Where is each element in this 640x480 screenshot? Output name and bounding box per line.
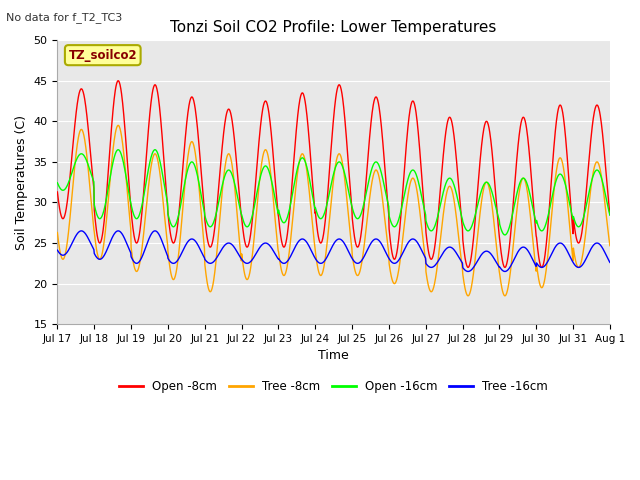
Text: No data for f_T2_TC3: No data for f_T2_TC3 [6, 12, 123, 23]
Y-axis label: Soil Temperatures (C): Soil Temperatures (C) [15, 115, 28, 250]
Legend: Open -8cm, Tree -8cm, Open -16cm, Tree -16cm: Open -8cm, Tree -8cm, Open -16cm, Tree -… [115, 375, 553, 398]
Title: Tonzi Soil CO2 Profile: Lower Temperatures: Tonzi Soil CO2 Profile: Lower Temperatur… [170, 20, 497, 35]
X-axis label: Time: Time [318, 349, 349, 362]
Text: TZ_soilco2: TZ_soilco2 [68, 48, 137, 61]
